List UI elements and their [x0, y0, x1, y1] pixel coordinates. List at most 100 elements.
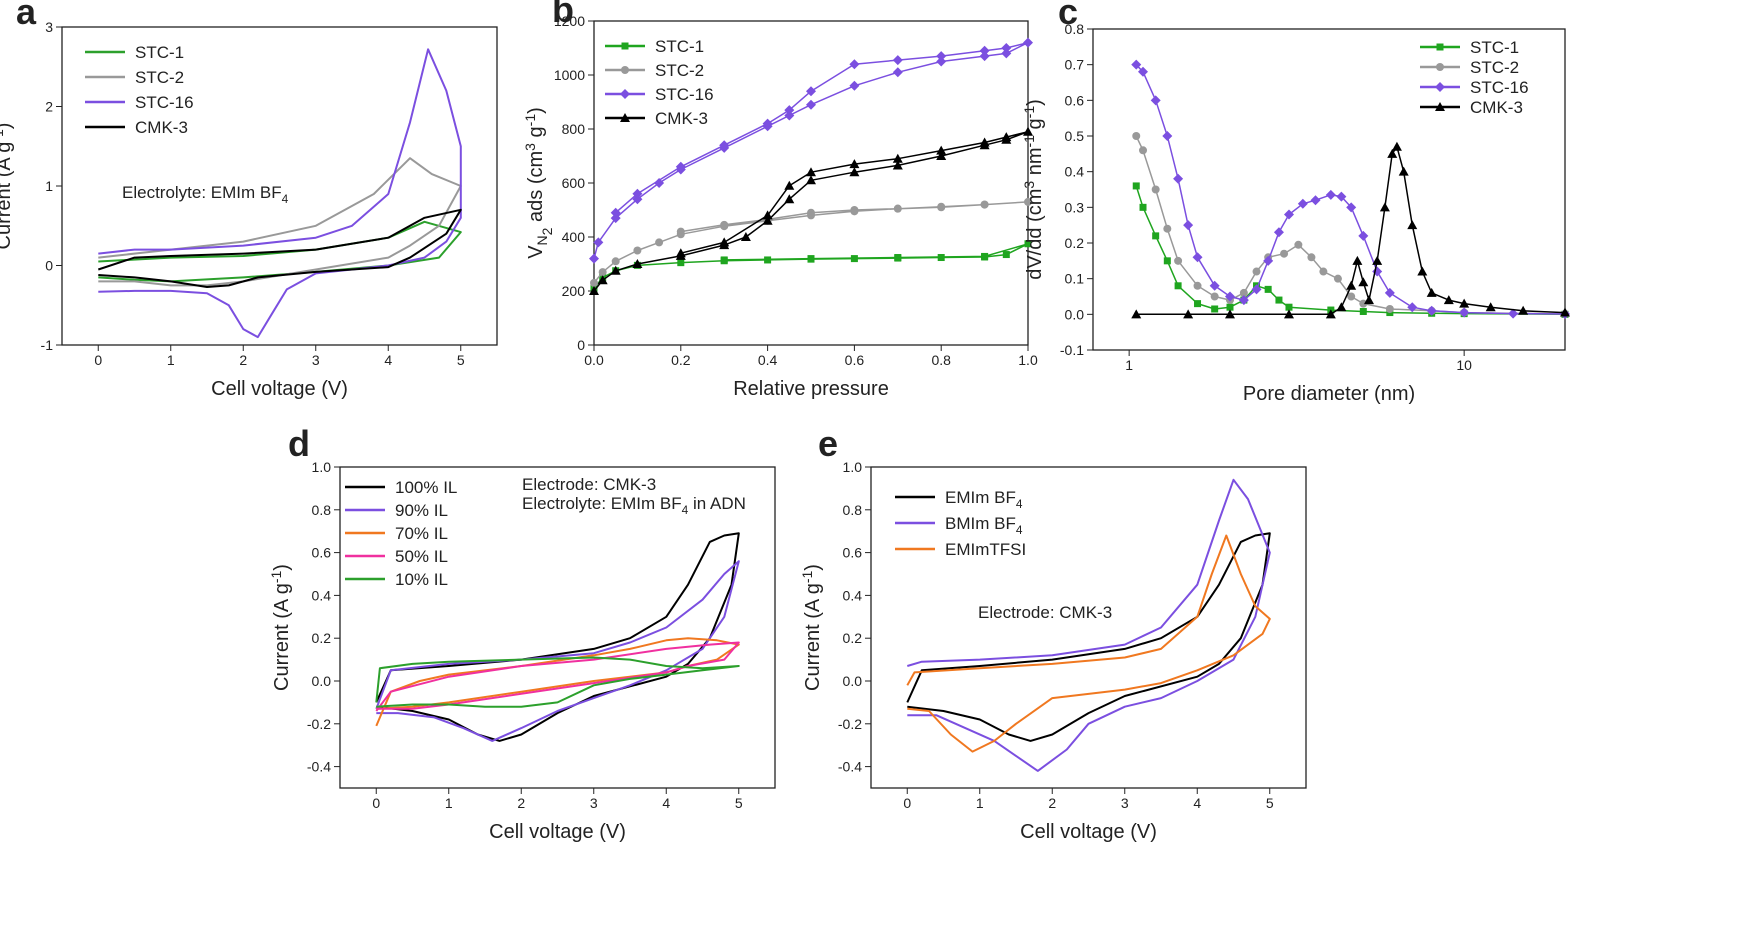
- text-run: nm: [1024, 147, 1046, 180]
- x-tick-label: 10: [1456, 357, 1472, 373]
- y-tick-label: 0.4: [1065, 164, 1085, 180]
- x-tick-label: 0: [372, 795, 380, 811]
- marker: [1443, 295, 1454, 305]
- marker: [850, 255, 858, 263]
- marker: [655, 238, 664, 247]
- y-tick-label: 1: [45, 178, 53, 194]
- text-run: 4: [282, 192, 289, 206]
- legend-marker: [1436, 63, 1444, 71]
- marker: [590, 278, 598, 287]
- marker: [1333, 274, 1342, 283]
- marker: [764, 256, 772, 264]
- text-run: 3: [1021, 181, 1037, 189]
- marker: [980, 200, 989, 209]
- marker: [1132, 182, 1140, 190]
- panel-letter: b: [552, 0, 574, 30]
- marker: [1138, 66, 1149, 77]
- text-run: 2: [539, 227, 555, 235]
- marker: [1226, 303, 1234, 311]
- marker: [1325, 309, 1336, 319]
- marker: [1024, 197, 1032, 206]
- x-axis-label: Cell voltage (V): [211, 378, 348, 400]
- y-tick-label: 1.0: [312, 459, 332, 475]
- series-line: [1135, 135, 1566, 315]
- y-tick-label: 0: [577, 337, 585, 353]
- marker: [1372, 255, 1383, 265]
- x-tick-label: 1: [167, 352, 175, 368]
- y-tick-label: 0.2: [312, 630, 332, 646]
- marker: [1359, 299, 1368, 308]
- x-tick-label: 4: [1193, 795, 1201, 811]
- y-tick-label: 1200: [554, 13, 585, 29]
- legend-label: EMIm BF4: [945, 488, 1023, 511]
- y-tick-label: 0.0: [843, 673, 863, 689]
- marker: [1174, 256, 1183, 265]
- marker: [892, 153, 903, 163]
- annotation: Electrode: CMK-3: [978, 603, 1112, 622]
- marker: [850, 206, 859, 214]
- text-run: -1: [1021, 135, 1037, 148]
- marker: [1426, 305, 1437, 316]
- x-tick-label: 2: [239, 352, 247, 368]
- y-tick-label: 0.6: [312, 545, 332, 561]
- y-tick-label: 0.4: [312, 587, 332, 603]
- y-tick-label: -1: [41, 337, 54, 353]
- legend-label: STC-1: [655, 37, 704, 56]
- marker: [610, 213, 621, 224]
- x-tick-label: 1: [1125, 357, 1133, 373]
- y-axis-label: VN2 ads (cm3 g-1): [522, 107, 555, 259]
- marker: [1211, 305, 1219, 313]
- y-axis-label: Current (A g-1): [799, 564, 824, 691]
- marker: [611, 257, 620, 266]
- x-axis-label: Relative pressure: [733, 378, 889, 400]
- marker: [979, 137, 990, 147]
- marker: [675, 248, 686, 258]
- marker: [676, 227, 685, 236]
- marker: [1139, 146, 1148, 155]
- y-axis-label: Current (A g-1): [0, 123, 15, 250]
- legend-label: CMK-3: [135, 118, 188, 137]
- marker: [807, 255, 815, 263]
- marker: [1174, 282, 1182, 290]
- text-run: -1: [0, 129, 6, 142]
- marker: [589, 286, 599, 295]
- panel-letter: a: [16, 0, 37, 32]
- series-line: [375, 560, 740, 742]
- legend-label: CMK-3: [655, 109, 708, 128]
- text-run: ): [525, 107, 547, 114]
- y-tick-label: 200: [562, 283, 586, 299]
- marker: [1273, 227, 1284, 238]
- legend-label: 70% IL: [395, 524, 448, 543]
- marker: [1194, 300, 1202, 308]
- text-run: Electrolyte: EMIm BF: [522, 494, 682, 513]
- text-run: 4: [1016, 523, 1023, 537]
- series-line: [593, 130, 1029, 292]
- marker: [1192, 252, 1203, 263]
- legend-label: STC-16: [655, 85, 714, 104]
- text-run: Current (A g: [802, 583, 824, 691]
- marker: [1485, 302, 1496, 312]
- text-run: -1: [522, 114, 538, 127]
- marker: [1131, 59, 1142, 70]
- marker: [849, 59, 860, 70]
- marker: [1398, 166, 1409, 176]
- marker: [1280, 249, 1289, 258]
- panel-letter: c: [1058, 0, 1078, 32]
- marker: [849, 159, 860, 169]
- marker: [1417, 266, 1428, 276]
- marker: [1001, 48, 1012, 59]
- marker: [719, 140, 730, 151]
- marker: [784, 194, 795, 204]
- marker: [807, 208, 815, 217]
- plot-frame: [339, 466, 776, 789]
- y-tick-label: 0.7: [1065, 57, 1085, 73]
- marker: [762, 215, 773, 225]
- marker: [784, 110, 795, 121]
- marker: [1238, 295, 1249, 306]
- marker: [1307, 253, 1316, 262]
- marker: [806, 167, 816, 177]
- marker: [981, 252, 989, 260]
- y-tick-label: 0.2: [1065, 235, 1085, 251]
- marker: [1336, 191, 1347, 202]
